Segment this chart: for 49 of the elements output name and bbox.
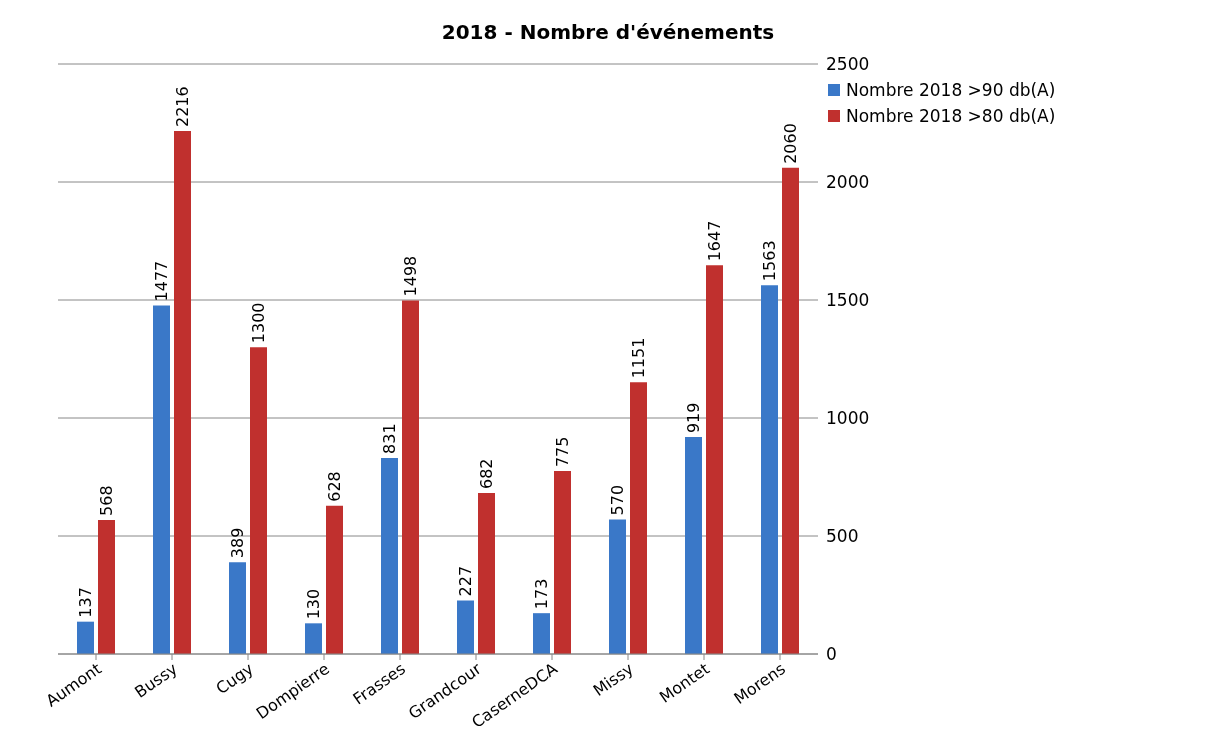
bar <box>554 471 571 654</box>
data-label: 682 <box>477 458 496 490</box>
bar <box>305 623 322 654</box>
data-label: 1300 <box>249 302 268 344</box>
bar <box>77 621 94 654</box>
y-tick-label: 1500 <box>826 290 870 311</box>
data-label: 1647 <box>705 220 724 262</box>
bar <box>609 519 626 654</box>
data-label: 1477 <box>152 260 171 302</box>
bar <box>457 600 474 654</box>
data-label: 227 <box>456 565 475 597</box>
y-tick-label: 1000 <box>826 408 870 429</box>
data-label: 831 <box>380 423 399 454</box>
data-label: 173 <box>532 578 551 610</box>
chart-title: 2018 - Nombre d'événements <box>440 19 776 46</box>
bar <box>229 562 246 654</box>
data-label: 568 <box>97 485 116 516</box>
data-label: 775 <box>553 436 572 468</box>
bar <box>174 131 191 654</box>
bar <box>381 457 398 654</box>
y-tick-label: 500 <box>826 526 859 547</box>
bar <box>402 300 419 654</box>
data-label: 2216 <box>173 86 192 128</box>
bar <box>533 613 550 654</box>
bar <box>761 285 778 654</box>
data-label: 628 <box>325 471 344 502</box>
bar <box>706 265 723 654</box>
bar <box>478 493 495 654</box>
bar <box>326 505 343 654</box>
data-label: 2060 <box>781 123 800 164</box>
data-label: 1151 <box>629 337 648 379</box>
y-tick-label: 2500 <box>826 54 870 75</box>
data-label: 130 <box>304 588 323 620</box>
data-label: 389 <box>228 527 247 559</box>
legend-label: Nombre 2018 >90 db(A) <box>846 80 1056 100</box>
data-label: 1563 <box>760 240 779 282</box>
bar <box>250 347 267 654</box>
data-label: 919 <box>684 402 703 434</box>
bar <box>782 167 799 654</box>
data-label: 570 <box>608 484 627 516</box>
legend-label: Nombre 2018 >80 db(A) <box>846 106 1056 126</box>
bar <box>685 437 702 654</box>
bar <box>630 382 647 654</box>
data-label: 1498 <box>401 255 420 297</box>
y-tick-label: 0 <box>826 644 837 665</box>
bar <box>98 519 115 654</box>
data-label: 137 <box>76 587 95 618</box>
bar <box>153 305 170 654</box>
y-tick-label: 2000 <box>826 172 870 193</box>
